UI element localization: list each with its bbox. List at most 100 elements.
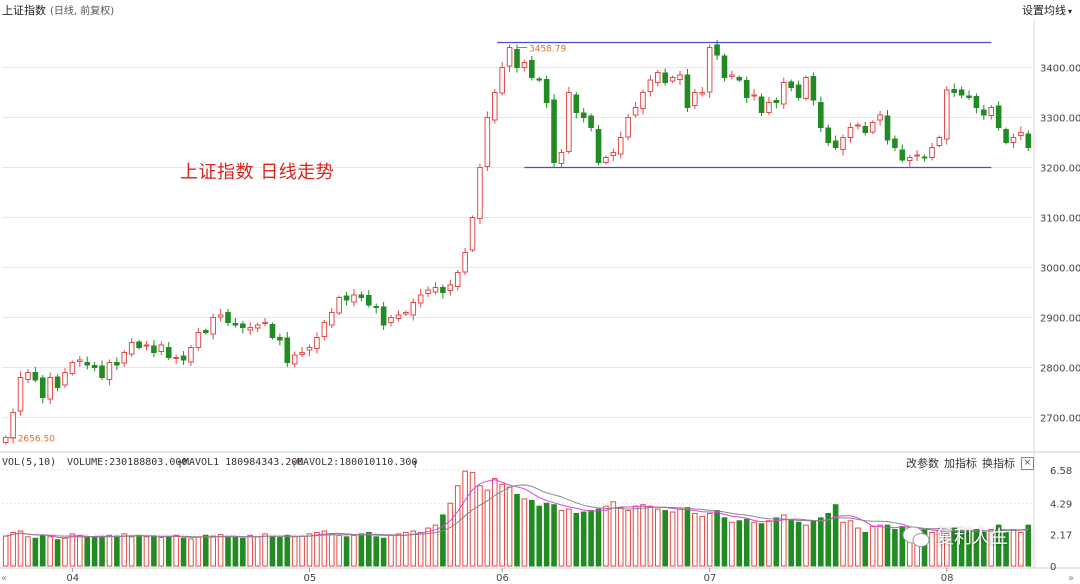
volume-bar-up (173, 534, 179, 567)
volume-bar-up (706, 512, 713, 567)
candle-up (943, 89, 950, 140)
volume-bar-down (958, 531, 965, 567)
volume-bar-down (588, 510, 594, 567)
volume-bar-down (284, 534, 291, 567)
volume-bar-up (780, 514, 787, 567)
volume-bar-down (536, 505, 543, 567)
volume-bar-down (240, 537, 246, 567)
candle-down (714, 44, 720, 56)
ma-setting-dropdown[interactable]: 设置均线 ▾ (1022, 2, 1072, 18)
candle-down (240, 323, 246, 328)
candle-up (173, 357, 179, 359)
candle-up (106, 362, 113, 380)
volume-bar-down (595, 508, 602, 567)
candle-down (810, 76, 817, 101)
candle-down (995, 105, 1002, 128)
candle-up (699, 92, 706, 95)
volume-bar-down (151, 535, 157, 567)
volume-bar-down (832, 504, 839, 567)
edit-params-button[interactable]: 改参数 (906, 457, 939, 470)
candle-up (936, 137, 943, 146)
volume-bar-up (262, 533, 268, 567)
volume-bar-up (669, 511, 676, 567)
volume-bar-up (699, 515, 706, 567)
mavol1-line (5, 479, 1029, 539)
volume-bar-down (54, 539, 61, 567)
candle-up (299, 352, 305, 355)
candle-down (366, 295, 372, 306)
volume-bar-down (714, 510, 720, 567)
volume-bar-down (232, 536, 239, 567)
volume-bar-up (803, 524, 809, 567)
volume-bar-up (121, 533, 128, 567)
candle-down (758, 96, 765, 113)
volume-bar-down (818, 517, 824, 567)
volume-bar-up (425, 527, 431, 567)
candle-up (617, 137, 624, 155)
candle-down (973, 96, 980, 108)
volume-bar-up (647, 505, 654, 567)
candle-up (647, 79, 654, 92)
volume-bar-up (314, 531, 320, 567)
candle-down (795, 84, 802, 98)
volume-bar-up (617, 507, 624, 567)
candle-down (951, 89, 957, 93)
volume-bar-down (180, 537, 187, 567)
candle-down (1003, 129, 1009, 143)
volume-bar-up (610, 501, 617, 567)
volume-bar-up (417, 531, 424, 567)
candle-up (158, 344, 165, 352)
volume-bar-up (477, 485, 483, 567)
candle-up (869, 122, 876, 133)
volume-bar-down (981, 531, 987, 567)
volume-bar-up (469, 472, 476, 567)
up-arrow-icon: ↑ (290, 460, 298, 471)
volume-bar-up (943, 533, 950, 567)
add-indicator-button[interactable]: 加指标 (944, 457, 977, 470)
volume-bar-up (47, 536, 53, 567)
volume-bar-down (951, 527, 957, 567)
candle-down (551, 99, 557, 163)
candle-down (514, 49, 520, 68)
volume-bar-up (766, 520, 772, 567)
candle-up (706, 47, 713, 93)
volume-bar-down (662, 510, 668, 567)
candle-up (328, 312, 335, 326)
candle-up (432, 287, 439, 293)
volume-bar-down (380, 537, 387, 567)
x-tick-label: 04 (66, 573, 79, 584)
volume-bar-down (810, 520, 817, 567)
candle-up (291, 354, 298, 365)
volume-bar-down (684, 507, 691, 567)
volume-bar-up (506, 486, 513, 567)
volume-tick-label: 4.29 (1050, 499, 1072, 510)
volume-bar-up (254, 536, 261, 567)
candle-down (343, 295, 350, 301)
candle-up (914, 154, 920, 157)
candle-up (254, 324, 261, 329)
volume-bar-up (351, 534, 357, 567)
volume-bar-down (114, 535, 120, 567)
volume-bar-down (136, 534, 142, 567)
candle-down (165, 347, 172, 358)
volume-bar-up (654, 508, 661, 567)
candle-down (91, 365, 98, 368)
switch-indicator-button[interactable]: 换指标 (982, 457, 1015, 470)
volume-bar-up (491, 477, 498, 567)
volume-bar-up (247, 534, 254, 567)
volume-bar-up (603, 505, 609, 567)
volume-bar-up (195, 536, 202, 567)
volume-bar-up (10, 531, 16, 567)
candle-up (247, 327, 254, 331)
candle-up (640, 92, 646, 109)
candle-down (99, 365, 105, 378)
candle-up (210, 317, 216, 335)
candle-down (981, 109, 987, 116)
close-icon[interactable]: × (1021, 457, 1034, 470)
volume-bar-up (840, 521, 846, 567)
candle-up (877, 114, 883, 121)
candle-down (136, 341, 142, 348)
candle-up (491, 92, 498, 121)
volume-bar-up (128, 536, 135, 567)
